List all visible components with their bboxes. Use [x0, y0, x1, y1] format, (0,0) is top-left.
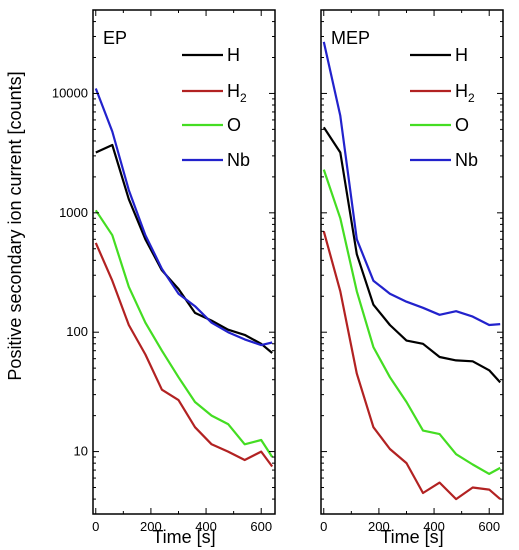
x-axis-title: Time [s] — [380, 527, 443, 547]
legend-label: H — [227, 45, 240, 65]
x-tick-label: 400 — [423, 519, 445, 534]
legend-label: H2 — [227, 81, 247, 105]
legend-label: O — [455, 115, 469, 135]
panel-title: MEP — [331, 28, 370, 48]
y-axis-title: Positive secondary ion current [counts] — [5, 71, 25, 380]
panel-title: EP — [103, 28, 127, 48]
series-line-h2 — [94, 242, 274, 468]
y-tick-label: 10000 — [52, 85, 88, 100]
x-tick-label: 200 — [368, 519, 390, 534]
series-line-h — [322, 126, 502, 384]
x-tick-label: 0 — [320, 519, 327, 534]
series-line-o — [94, 209, 274, 458]
legend-label: Nb — [455, 150, 478, 170]
series-line-h — [95, 143, 273, 354]
y-tick-label: 100 — [66, 324, 88, 339]
series-line-nb — [322, 41, 501, 327]
legend: H H2 O Nb — [410, 45, 478, 170]
chart-panel-ep: 0 200 400 600 10 100 1000 10000 Time [s] EP H H2 O Nb — [52, 9, 276, 547]
x-tick-label: 400 — [195, 519, 217, 534]
plot-frame — [320, 9, 504, 515]
series-line-nb — [94, 88, 273, 347]
x-tick-label: 200 — [140, 519, 162, 534]
chart-panel-mep: 0 200 400 600 Time [s] MEP H H2 O Nb — [320, 9, 504, 547]
y-tick-label: 10 — [74, 444, 88, 459]
x-tick-label: 600 — [478, 519, 500, 534]
legend-label: H — [455, 45, 468, 65]
legend: H H2 O Nb — [182, 45, 250, 170]
legend-label: Nb — [227, 150, 250, 170]
legend-label: O — [227, 115, 241, 135]
x-tick-label: 0 — [92, 519, 99, 534]
x-axis-title: Time [s] — [152, 527, 215, 547]
x-tick-label: 600 — [250, 519, 272, 534]
legend-label: H2 — [455, 81, 475, 105]
y-tick-label: 1000 — [59, 205, 88, 220]
plot-frame — [92, 9, 276, 515]
series-line-o — [322, 169, 501, 475]
series-line-h2 — [322, 231, 501, 501]
